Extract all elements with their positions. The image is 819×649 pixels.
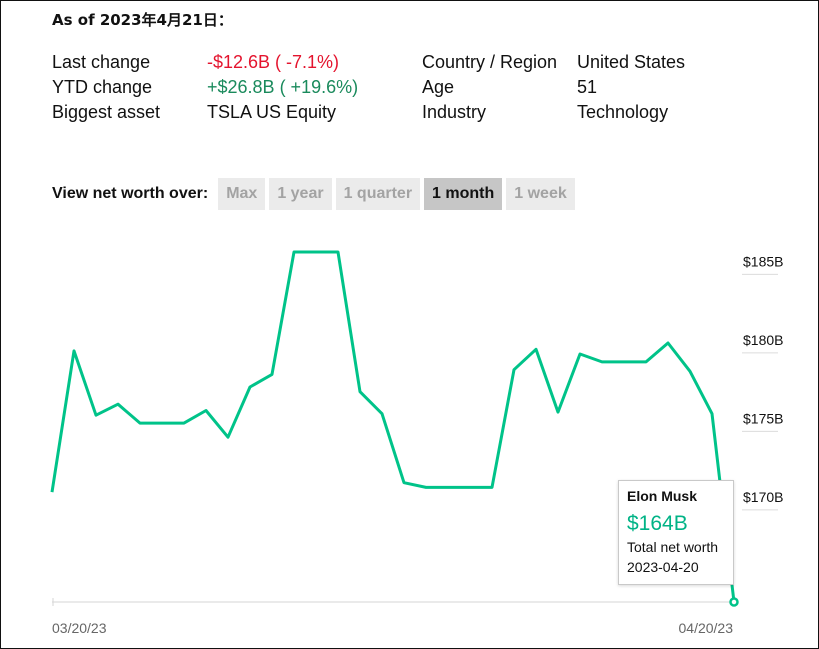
tooltip-net-worth-value: $164B [627, 512, 688, 535]
tooltip-person-name: Elon Musk [627, 488, 698, 504]
tooltip-date: 2023-04-20 [627, 559, 699, 575]
y-tick-label: $170B [743, 489, 783, 505]
stat-value-industry: Technology [577, 102, 669, 122]
stat-label-ytd-change: YTD change [52, 77, 153, 97]
x-tick-label-end: 04/20/23 [679, 620, 734, 636]
range-button-1-quarter[interactable]: 1 quarter [335, 178, 421, 210]
tooltip-subtitle: Total net worth [627, 539, 719, 555]
as-of-date: As of 2023年4月21日： [52, 11, 233, 29]
stat-label-biggest-asset: Biggest asset [52, 102, 161, 122]
stat-value-last-change: -$12.6B ( -7.1%) [207, 52, 340, 72]
chart-tooltip: Elon Musk $164B Total net worth 2023-04-… [618, 480, 734, 585]
view-net-worth-label: View net worth over: [52, 185, 209, 202]
range-button-1-year[interactable]: 1 year [269, 178, 332, 210]
y-tick-label: $175B [743, 410, 783, 426]
range-button-1-week[interactable]: 1 week [506, 178, 575, 210]
stat-value-ytd-change: +$26.8B ( +19.6%) [207, 77, 359, 97]
stat-value-biggest-asset: TSLA US Equity [207, 102, 337, 122]
stat-value-country: United States [577, 52, 686, 72]
hover-point-marker[interactable] [729, 597, 739, 607]
net-worth-line [50, 250, 736, 603]
y-tick-label: $180B [743, 332, 783, 348]
x-tick-label-start: 03/20/23 [52, 620, 107, 636]
range-button-1-month[interactable]: 1 month [424, 178, 503, 210]
stat-label-last-change: Last change [52, 52, 151, 72]
stat-label-industry: Industry [422, 102, 487, 122]
range-selector: View net worth over: Max 1 year 1 quarte… [52, 178, 579, 210]
range-button-max[interactable]: Max [218, 178, 266, 210]
y-tick-label: $185B [743, 253, 783, 269]
stat-label-age: Age [422, 77, 455, 97]
stat-value-age: 51 [577, 77, 598, 97]
stat-label-country: Country / Region [422, 52, 558, 72]
